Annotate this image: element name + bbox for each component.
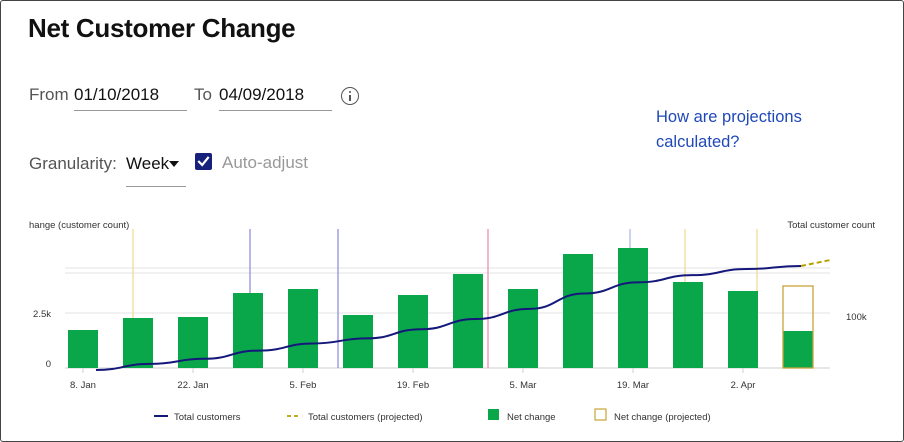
net-change-bar <box>288 289 318 368</box>
legend-total-projected-label: Total customers (projected) <box>308 412 423 423</box>
x-tick-label: 19. Mar <box>617 380 649 391</box>
net-change-bar <box>673 282 703 368</box>
net-change-bar <box>343 315 373 368</box>
chart-legend: Total customers Total customers (project… <box>154 408 711 423</box>
to-date-input[interactable]: 04/09/2018 <box>219 77 332 111</box>
granularity-label: Granularity: <box>29 154 117 173</box>
auto-adjust-label: Auto-adjust <box>222 153 308 172</box>
info-circle-icon[interactable] <box>341 87 359 105</box>
auto-adjust-checkbox[interactable] <box>195 153 212 170</box>
to-label: To <box>194 85 212 104</box>
x-tick-label: 5. Mar <box>510 380 537 391</box>
granularity-select[interactable]: Week <box>126 149 186 187</box>
x-tick-label: 22. Jan <box>177 380 208 391</box>
net-change-bars <box>68 248 814 369</box>
net-change-bar <box>508 289 538 368</box>
net-change-bar <box>618 248 648 368</box>
left-tick-label: 2.5k <box>33 309 51 320</box>
x-tick-label: 5. Feb <box>290 380 317 391</box>
x-tick-label: 19. Feb <box>397 380 429 391</box>
net-change-bar <box>783 331 813 368</box>
x-tick-label: 8. Jan <box>70 380 96 391</box>
net-change-bar <box>233 293 263 368</box>
legend-net-projected-label: Net change (projected) <box>614 412 711 423</box>
left-axis-title: hange (customer count) <box>29 220 129 231</box>
left-tick-label: 0 <box>46 359 51 370</box>
checkmark-icon <box>197 156 210 167</box>
legend-total-customers-label: Total customers <box>174 412 241 423</box>
legend-net-change-swatch <box>488 409 499 420</box>
right-tick-label: 100k <box>846 312 867 323</box>
legend-net-projected-swatch <box>594 408 607 421</box>
total-customers-line <box>95 265 802 371</box>
x-tick-label: 2. Apr <box>731 380 756 391</box>
net-change-bar <box>563 254 593 368</box>
net-change-projected-bar <box>782 285 814 369</box>
granularity-value: Week <box>126 154 170 173</box>
total-customers-lines <box>95 258 832 371</box>
from-label: From <box>29 85 69 104</box>
chart-axis-labels: hange (customer count) Total customer co… <box>29 220 875 370</box>
net-change-bar <box>728 291 758 368</box>
net-change-bar <box>123 318 153 368</box>
x-axis-ticks: 8. Jan 22. Jan 5. Feb 19. Feb 5. Mar 19. Mar 2… <box>70 368 755 391</box>
net-customer-change-chart: hange (customer count) Total customer co… <box>29 220 875 423</box>
legend-net-change-label: Net change <box>507 412 556 423</box>
total-customers-projected-line <box>800 258 832 267</box>
from-date-input[interactable]: 01/10/2018 <box>74 77 187 111</box>
projections-help-link[interactable]: How are projections calculated? <box>656 108 802 151</box>
chevron-down-icon <box>169 161 179 167</box>
page-title: Net Customer Change <box>28 13 296 43</box>
chart-event-markers <box>132 229 758 368</box>
from-date-value: 01/10/2018 <box>74 85 160 104</box>
right-axis-title: Total customer count <box>787 220 875 231</box>
to-date-value: 04/09/2018 <box>219 85 305 104</box>
net-change-bar <box>68 330 98 368</box>
